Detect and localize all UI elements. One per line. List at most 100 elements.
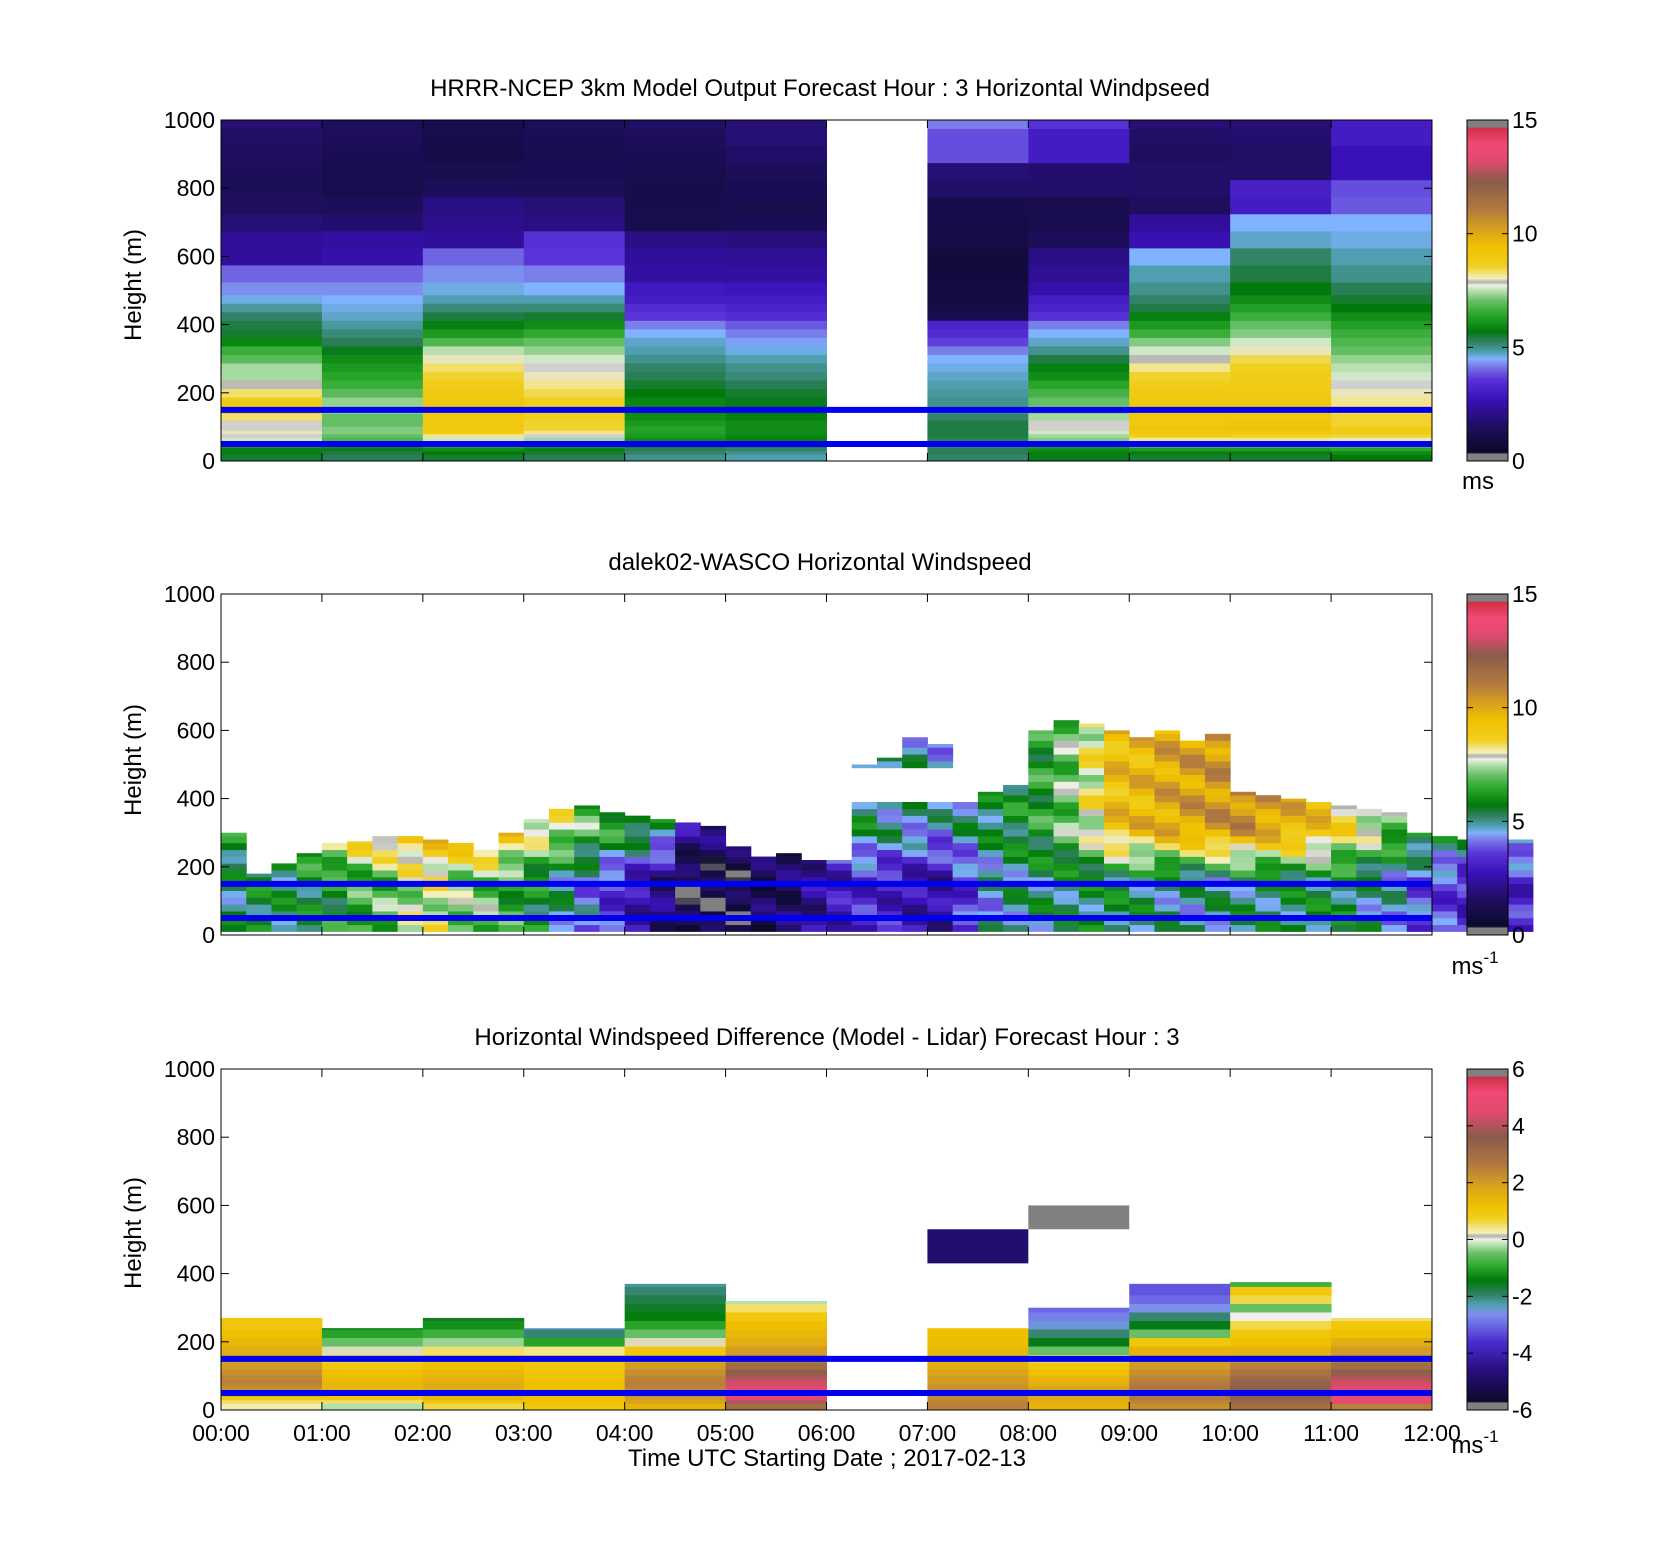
heatmap-cell bbox=[725, 264, 827, 283]
heatmap-cell bbox=[448, 856, 474, 864]
heatmap-cell bbox=[347, 897, 373, 905]
heatmap-cell bbox=[523, 856, 550, 864]
y-axis-label: Height (m) bbox=[120, 229, 147, 341]
heatmap-cell bbox=[221, 120, 323, 130]
heatmap-cell bbox=[902, 883, 928, 891]
heatmap-cell bbox=[1280, 883, 1307, 891]
heatmap-cell bbox=[1028, 815, 1055, 823]
heatmap-cell bbox=[624, 426, 727, 431]
heatmap-cell bbox=[1230, 1286, 1332, 1296]
heatmap-cell bbox=[1356, 829, 1383, 837]
heatmap-cell bbox=[548, 897, 575, 905]
heatmap-cell bbox=[927, 320, 1029, 330]
heatmap-cell bbox=[422, 904, 449, 912]
heatmap-cell bbox=[1179, 917, 1206, 926]
heatmap-cell bbox=[221, 1346, 323, 1356]
heatmap-cell bbox=[1280, 808, 1307, 816]
heatmap-cell bbox=[1053, 849, 1080, 857]
heatmap-cell bbox=[725, 281, 827, 296]
heatmap-cell bbox=[624, 1396, 727, 1401]
heatmap-cell bbox=[675, 897, 701, 905]
heatmap-cell bbox=[1003, 897, 1029, 905]
heatmap-cell bbox=[801, 897, 827, 905]
heatmap-cell bbox=[1179, 829, 1206, 837]
colorbar-tick-label: 0 bbox=[1512, 922, 1525, 948]
heatmap-cell bbox=[1129, 426, 1231, 431]
heatmap-cell bbox=[1154, 767, 1181, 776]
heatmap-cell bbox=[1053, 856, 1080, 864]
heatmap-cell bbox=[523, 433, 626, 438]
heatmap-cell bbox=[1028, 437, 1130, 442]
heatmap-cell bbox=[1356, 849, 1383, 857]
colorbar-tick-label: 15 bbox=[1512, 107, 1538, 133]
heatmap-cell bbox=[1154, 924, 1181, 932]
heatmap-cell bbox=[1356, 856, 1383, 864]
colorbar-tick-label: 5 bbox=[1512, 334, 1525, 360]
heatmap-cell bbox=[725, 883, 752, 891]
heatmap-cell bbox=[1028, 1205, 1130, 1230]
heatmap-cell bbox=[296, 877, 323, 885]
heatmap-cell bbox=[927, 1346, 1029, 1356]
heatmap-cell bbox=[1204, 740, 1231, 748]
heatmap-cell bbox=[927, 870, 954, 878]
heatmap-cell bbox=[851, 883, 878, 891]
heatmap-cell bbox=[1129, 1386, 1231, 1391]
heatmap-cell bbox=[1381, 812, 1408, 816]
heatmap-cell bbox=[1230, 877, 1256, 885]
heatmap-cell bbox=[523, 362, 626, 372]
heatmap-cell bbox=[876, 890, 903, 898]
heatmap-cell bbox=[624, 1382, 727, 1387]
heatmap-cell bbox=[826, 911, 853, 919]
heatmap-cell bbox=[422, 870, 449, 878]
heatmap-cell bbox=[851, 842, 878, 851]
heatmap-cell bbox=[1179, 883, 1206, 891]
heatmap-cell bbox=[927, 883, 954, 891]
heatmap-cell bbox=[624, 1337, 727, 1347]
heatmap-cell bbox=[1356, 890, 1383, 898]
heatmap-cell bbox=[221, 196, 323, 215]
heatmap-cell bbox=[725, 1311, 827, 1321]
heatmap-cell bbox=[1331, 1386, 1433, 1391]
heatmap-cell bbox=[675, 904, 701, 912]
heatmap-cell bbox=[1028, 337, 1130, 347]
heatmap-cell bbox=[649, 870, 676, 878]
colorbar-tick-label: 15 bbox=[1512, 581, 1538, 607]
heatmap-cell bbox=[927, 890, 954, 898]
heatmap-cell bbox=[1129, 380, 1231, 390]
heatmap-cell bbox=[1154, 897, 1181, 905]
colorbar-bar bbox=[1466, 119, 1509, 462]
heatmap-cell bbox=[1230, 1329, 1332, 1339]
heatmap-cell bbox=[1406, 863, 1433, 871]
heatmap-cell bbox=[1129, 450, 1231, 455]
heatmap-cell bbox=[221, 247, 323, 266]
heatmap-cell bbox=[1129, 740, 1155, 748]
heatmap-cell bbox=[321, 1346, 424, 1356]
heatmap-cell bbox=[1053, 911, 1080, 919]
heatmap-cell bbox=[1028, 1403, 1130, 1411]
heatmap-cell bbox=[1129, 829, 1155, 837]
heatmap-cell bbox=[1204, 781, 1231, 789]
heatmap-cell bbox=[271, 924, 298, 932]
heatmap-cell bbox=[649, 904, 676, 912]
colorbar-tick-label: -2 bbox=[1512, 1283, 1532, 1309]
heatmap-cell bbox=[776, 883, 802, 891]
heatmap-cell bbox=[1305, 802, 1332, 810]
heatmap-cell bbox=[1129, 808, 1155, 816]
heatmap-cell bbox=[675, 924, 701, 932]
heatmap-cell bbox=[902, 849, 928, 857]
heatmap-cell bbox=[876, 802, 903, 810]
heatmap-cell bbox=[1028, 264, 1130, 283]
heatmap-cell bbox=[1078, 774, 1105, 782]
heatmap-cell bbox=[1230, 1396, 1332, 1401]
heatmap-cell bbox=[523, 230, 626, 249]
heatmap-cell bbox=[1179, 836, 1206, 844]
heatmap-cell bbox=[1381, 863, 1408, 871]
heatmap-cell bbox=[675, 917, 701, 926]
heatmap-cell bbox=[624, 815, 651, 823]
heatmap-cell bbox=[725, 230, 827, 249]
heatmap-cell bbox=[1230, 311, 1332, 321]
heatmap-cell bbox=[624, 924, 651, 932]
heatmap-cell bbox=[1129, 413, 1231, 421]
heatmap-cell bbox=[422, 294, 525, 304]
